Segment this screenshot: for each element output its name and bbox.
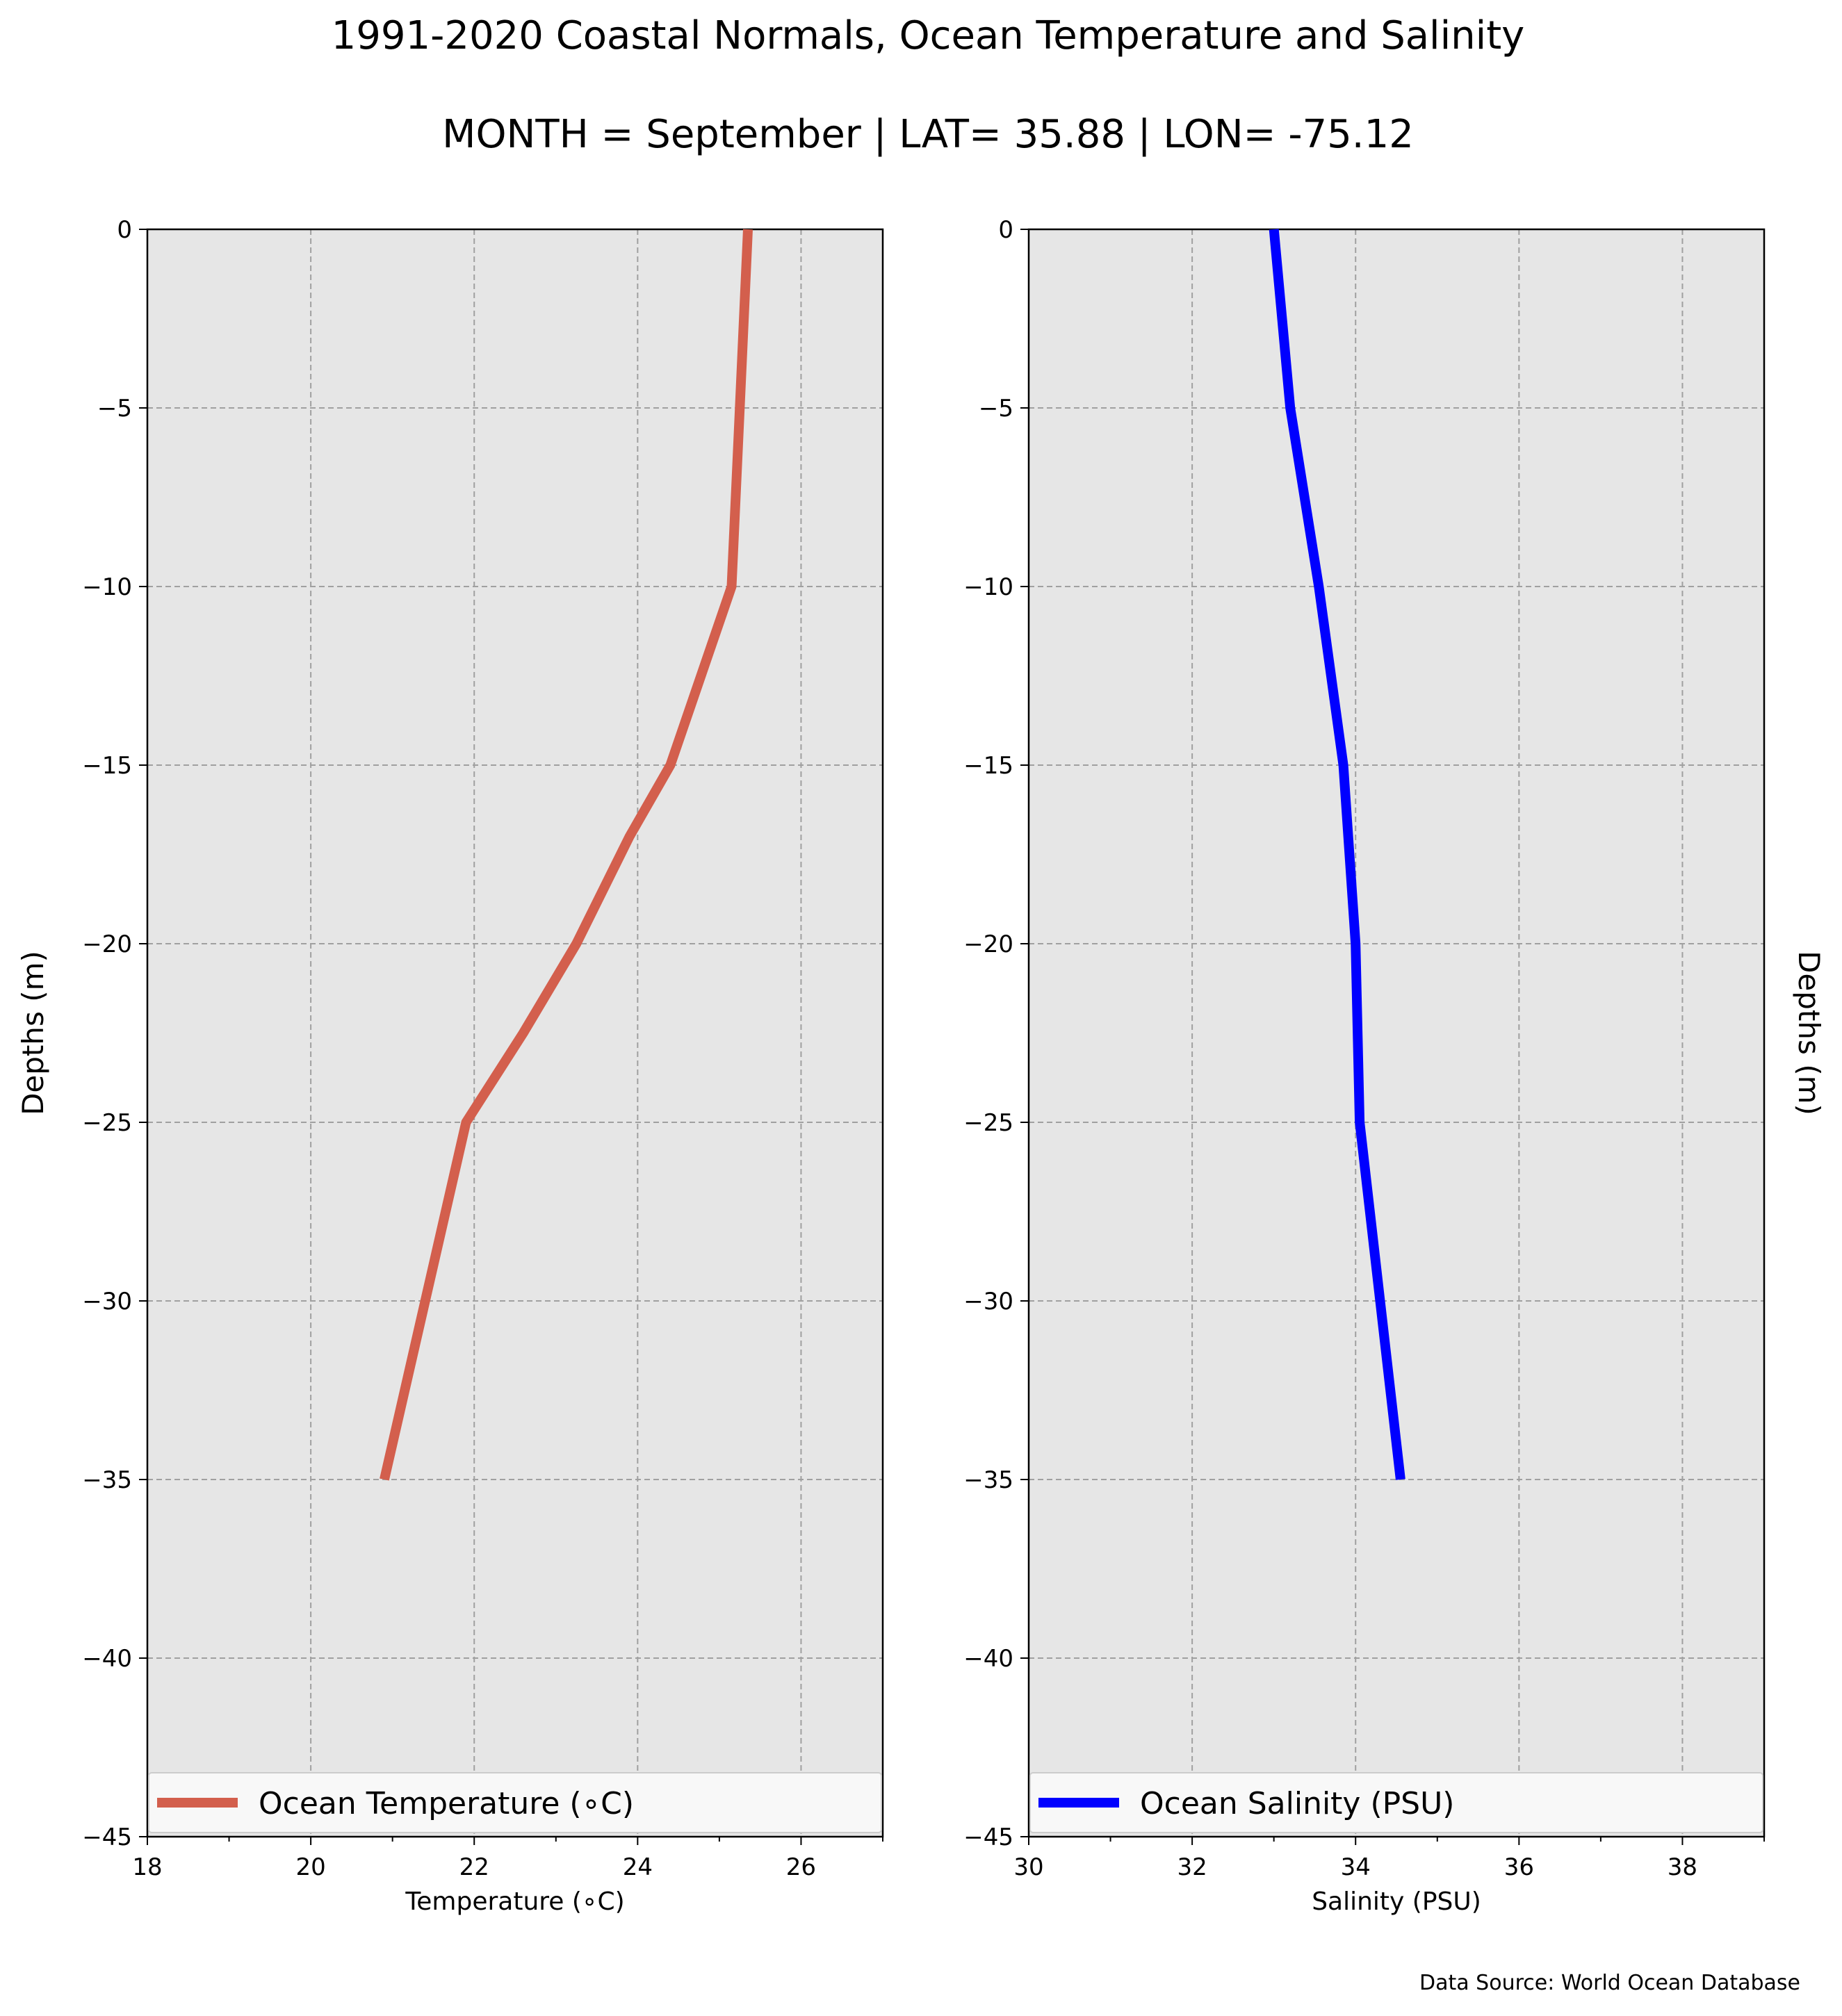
y-tick-label: −35: [963, 1466, 1013, 1494]
y-tick-label: 0: [998, 216, 1013, 244]
y-tick-label: −35: [82, 1466, 132, 1494]
y-tick-label: 0: [117, 216, 132, 244]
y-tick-label: −25: [963, 1109, 1013, 1137]
x-tick-label: 22: [459, 1853, 489, 1881]
series-line-salinity: [1269, 229, 1405, 1480]
y-tick-label: −25: [82, 1109, 132, 1137]
x-tick-label: 18: [132, 1853, 162, 1881]
y-tick-label: −45: [963, 1824, 1013, 1851]
chart-panel-temperature: 18 20 22 24 26 0 −5 −10 −15 −20 −25 −30 −35 −40 −45 Oce…: [16, 216, 884, 1916]
chart-panels: 18 20 22 24 26 0 −5 −10 −15 −20 −25 −30 −35 −40 −45 Oce…: [16, 216, 1826, 1916]
x-tick-label: 20: [295, 1853, 325, 1881]
x-tick-label: 26: [786, 1853, 816, 1881]
y-tick-label: −20: [82, 931, 132, 958]
y-axis-label: Depths (m): [1792, 951, 1826, 1115]
chart-subtitle: MONTH = September | LAT= 35.88 | LON= -7…: [442, 112, 1414, 157]
y-tick-label: −30: [82, 1288, 132, 1316]
legend-label: Ocean Salinity (PSU): [1140, 1786, 1454, 1821]
x-tick-label: 36: [1504, 1853, 1534, 1881]
y-tick-label: −40: [963, 1645, 1013, 1673]
series-line-temperature: [380, 229, 753, 1481]
x-tick-label: 32: [1177, 1853, 1207, 1881]
y-tick-label: −5: [97, 395, 132, 423]
y-tick-label: −40: [82, 1645, 132, 1673]
x-axis-label: Salinity (PSU): [1312, 1887, 1481, 1916]
y-tick-label: −45: [82, 1824, 132, 1851]
y-tick-label: −30: [963, 1288, 1013, 1316]
y-tick-label: −15: [963, 752, 1013, 780]
x-tick-label: 30: [1013, 1853, 1043, 1881]
plot-area-salinity: [1029, 229, 1764, 1837]
plot-area-temperature: [147, 229, 883, 1837]
legend-box: [148, 1772, 882, 1833]
y-tick-label: −20: [963, 931, 1013, 958]
chart-title: 1991-2020 Coastal Normals, Ocean Tempera…: [332, 13, 1525, 58]
y-tick-label: −15: [82, 752, 132, 780]
data-source-note: Data Source: World Ocean Database: [1419, 1971, 1800, 1995]
x-axis-label: Temperature (∘C): [405, 1887, 624, 1916]
axes-frame: [146, 228, 884, 1838]
x-tick-label: 24: [623, 1853, 653, 1881]
legend-label: Ocean Temperature (∘C): [259, 1786, 634, 1821]
x-tick-label: 38: [1668, 1853, 1697, 1881]
axes-frame: [1027, 228, 1766, 1838]
y-tick-label: −10: [963, 573, 1013, 601]
y-axis-label: Depths (m): [16, 951, 50, 1115]
x-tick-label: 34: [1341, 1853, 1371, 1881]
legend-box: [1029, 1772, 1763, 1833]
y-tick-label: −10: [82, 573, 132, 601]
y-tick-label: −5: [979, 395, 1013, 423]
chart-panel-salinity: 30 32 34 36 38 0 −5 −10 −15 −20 −25 −30 −35 −40 −45 Oce…: [963, 216, 1826, 1916]
